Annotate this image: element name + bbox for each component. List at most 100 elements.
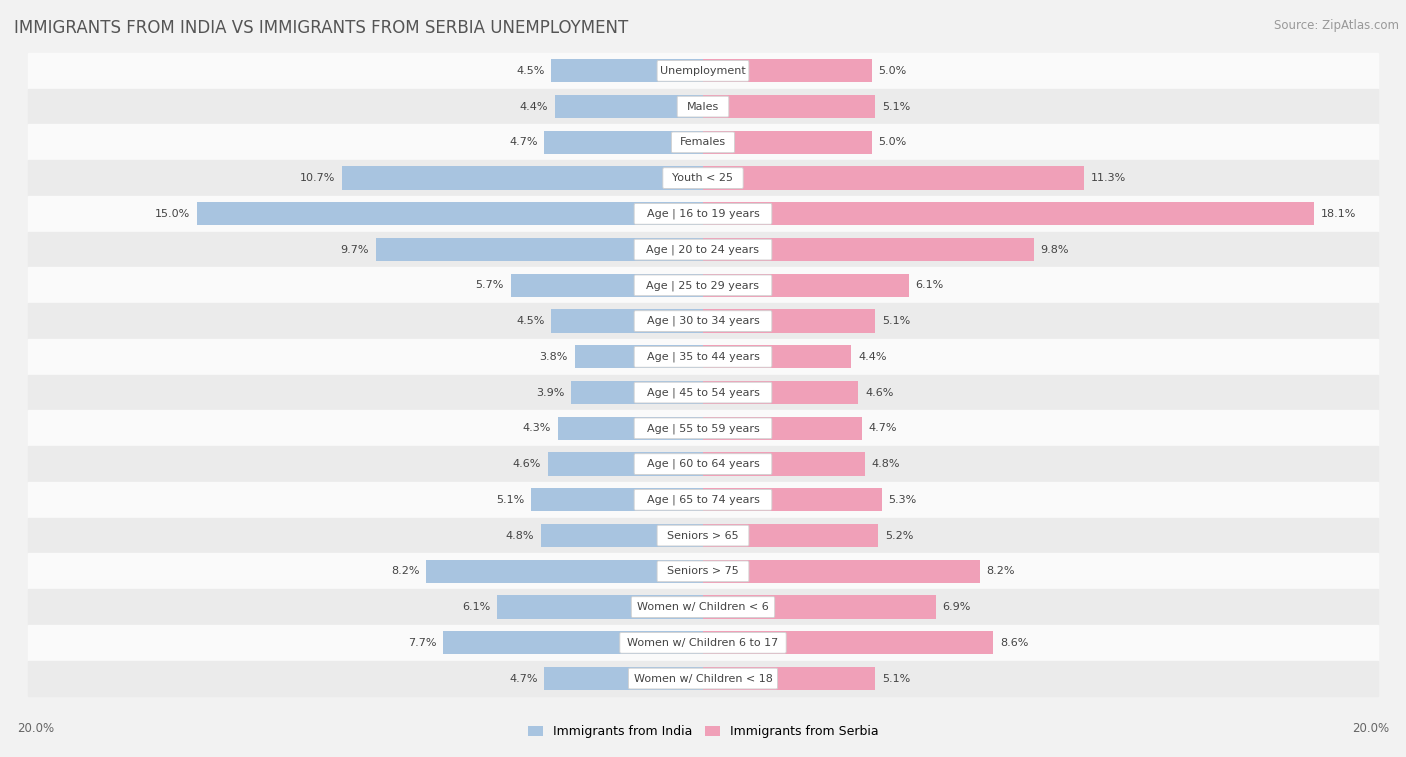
Bar	[28, 625, 1378, 661]
Bar	[28, 553, 1378, 589]
Text: 20.0%: 20.0%	[1353, 721, 1389, 735]
Text: 15.0%: 15.0%	[155, 209, 190, 219]
Bar	[703, 131, 872, 154]
Text: 6.1%: 6.1%	[915, 280, 943, 291]
Bar	[703, 381, 858, 404]
Text: IMMIGRANTS FROM INDIA VS IMMIGRANTS FROM SERBIA UNEMPLOYMENT: IMMIGRANTS FROM INDIA VS IMMIGRANTS FROM…	[14, 19, 628, 37]
Text: Age | 65 to 74 years: Age | 65 to 74 years	[647, 494, 759, 505]
Bar	[443, 631, 703, 655]
Bar	[703, 59, 872, 83]
FancyBboxPatch shape	[657, 525, 749, 546]
Text: 5.2%: 5.2%	[886, 531, 914, 540]
Bar	[28, 196, 1378, 232]
Bar	[554, 95, 703, 118]
Bar	[703, 596, 936, 618]
Bar	[571, 381, 703, 404]
Text: 4.7%: 4.7%	[869, 423, 897, 433]
Bar	[703, 202, 1313, 226]
Text: Women w/ Children 6 to 17: Women w/ Children 6 to 17	[627, 638, 779, 648]
Bar	[28, 267, 1378, 304]
Text: 3.9%: 3.9%	[536, 388, 565, 397]
Bar	[541, 524, 703, 547]
FancyBboxPatch shape	[657, 561, 749, 581]
Bar	[551, 59, 703, 83]
Text: 4.7%: 4.7%	[509, 674, 537, 684]
Text: 3.8%: 3.8%	[540, 352, 568, 362]
FancyBboxPatch shape	[634, 275, 772, 296]
FancyBboxPatch shape	[657, 61, 749, 81]
Bar	[544, 667, 703, 690]
Text: 5.1%: 5.1%	[496, 495, 524, 505]
Text: 8.6%: 8.6%	[1000, 638, 1028, 648]
Text: 7.7%: 7.7%	[408, 638, 436, 648]
Text: 4.3%: 4.3%	[523, 423, 551, 433]
Text: Age | 55 to 59 years: Age | 55 to 59 years	[647, 423, 759, 434]
Text: Source: ZipAtlas.com: Source: ZipAtlas.com	[1274, 19, 1399, 32]
Bar	[28, 446, 1378, 482]
Bar	[375, 238, 703, 261]
Text: 4.5%: 4.5%	[516, 316, 544, 326]
Bar	[703, 416, 862, 440]
Bar	[551, 310, 703, 333]
FancyBboxPatch shape	[634, 490, 772, 510]
FancyBboxPatch shape	[662, 168, 744, 188]
Bar	[703, 524, 879, 547]
Text: 6.9%: 6.9%	[942, 602, 972, 612]
Bar	[548, 453, 703, 475]
FancyBboxPatch shape	[634, 347, 772, 367]
FancyBboxPatch shape	[620, 632, 786, 653]
Text: 11.3%: 11.3%	[1091, 173, 1126, 183]
Bar	[558, 416, 703, 440]
Bar	[426, 559, 703, 583]
Bar	[28, 304, 1378, 339]
Bar	[703, 559, 980, 583]
Text: 5.1%: 5.1%	[882, 674, 910, 684]
Text: Women w/ Children < 18: Women w/ Children < 18	[634, 674, 772, 684]
Text: 4.8%: 4.8%	[506, 531, 534, 540]
Bar	[703, 274, 908, 297]
Text: 4.7%: 4.7%	[509, 137, 537, 148]
Text: Age | 45 to 54 years: Age | 45 to 54 years	[647, 388, 759, 398]
Text: 5.7%: 5.7%	[475, 280, 503, 291]
FancyBboxPatch shape	[634, 453, 772, 475]
FancyBboxPatch shape	[628, 668, 778, 689]
Bar	[703, 667, 875, 690]
FancyBboxPatch shape	[634, 418, 772, 439]
Text: 4.4%: 4.4%	[519, 101, 548, 111]
Bar	[28, 232, 1378, 267]
Bar	[342, 167, 703, 190]
Bar	[28, 589, 1378, 625]
FancyBboxPatch shape	[634, 310, 772, 332]
Bar	[703, 453, 865, 475]
Text: 20.0%: 20.0%	[17, 721, 53, 735]
Text: Youth < 25: Youth < 25	[672, 173, 734, 183]
Text: 4.4%: 4.4%	[858, 352, 887, 362]
Bar	[703, 95, 875, 118]
Text: 10.7%: 10.7%	[299, 173, 335, 183]
Text: 9.8%: 9.8%	[1040, 245, 1069, 254]
Legend: Immigrants from India, Immigrants from Serbia: Immigrants from India, Immigrants from S…	[523, 720, 883, 743]
FancyBboxPatch shape	[672, 132, 734, 153]
FancyBboxPatch shape	[634, 204, 772, 224]
Bar	[498, 596, 703, 618]
Bar	[28, 482, 1378, 518]
Bar	[703, 631, 993, 655]
Bar	[510, 274, 703, 297]
Bar	[575, 345, 703, 369]
Bar	[703, 167, 1084, 190]
Text: 8.2%: 8.2%	[987, 566, 1015, 576]
Text: Women w/ Children < 6: Women w/ Children < 6	[637, 602, 769, 612]
Text: 5.3%: 5.3%	[889, 495, 917, 505]
Text: 6.1%: 6.1%	[463, 602, 491, 612]
Text: 5.1%: 5.1%	[882, 101, 910, 111]
Text: 4.8%: 4.8%	[872, 459, 900, 469]
Bar	[28, 375, 1378, 410]
Text: 4.6%: 4.6%	[513, 459, 541, 469]
Text: 5.1%: 5.1%	[882, 316, 910, 326]
Text: Age | 25 to 29 years: Age | 25 to 29 years	[647, 280, 759, 291]
Bar	[28, 124, 1378, 160]
Text: Seniors > 65: Seniors > 65	[668, 531, 738, 540]
Text: 18.1%: 18.1%	[1320, 209, 1355, 219]
Text: Unemployment: Unemployment	[661, 66, 745, 76]
Bar	[28, 339, 1378, 375]
